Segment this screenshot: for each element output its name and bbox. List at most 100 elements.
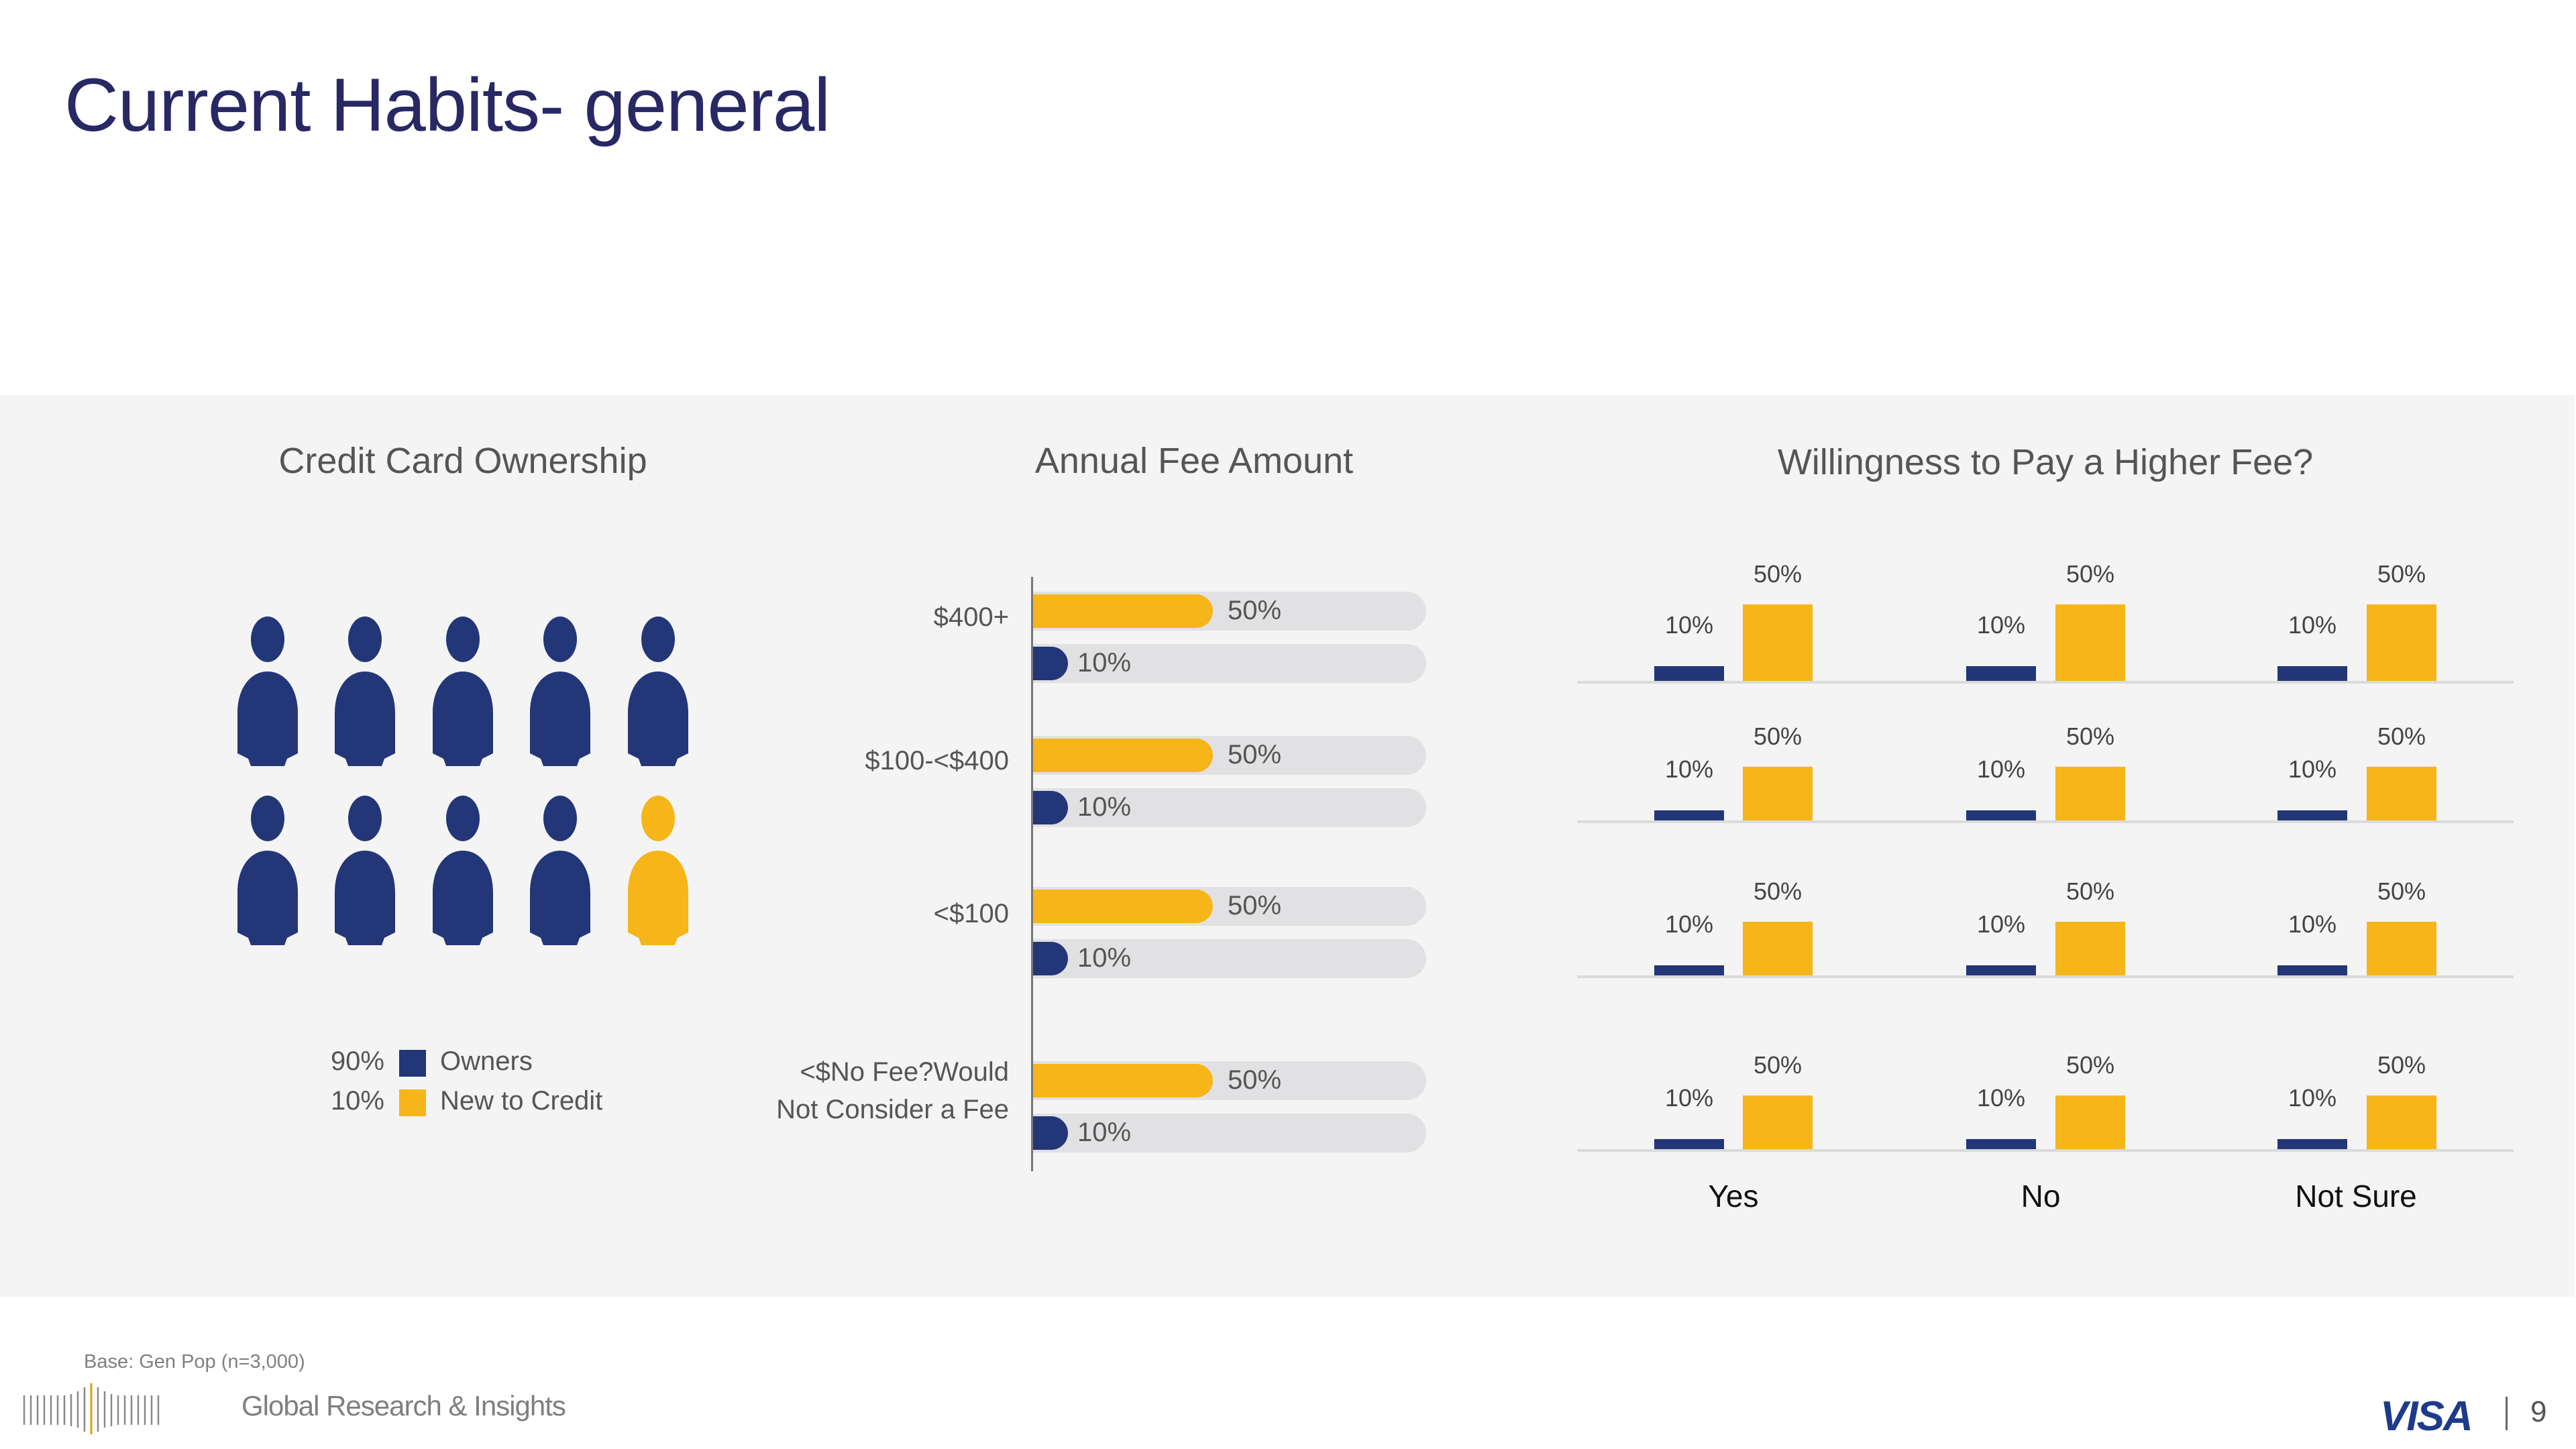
footer-divider	[2506, 1397, 2508, 1430]
willingness-value-label: 50%	[1753, 560, 1803, 588]
willingness-value-label: 50%	[1753, 1051, 1803, 1079]
fee-bar-track	[1033, 644, 1426, 683]
legend-new-label: New to Credit	[440, 1086, 603, 1116]
willingness-value-label: 10%	[2288, 910, 2337, 938]
willingness-bar-owners	[1966, 965, 2036, 975]
willingness-bar-new-to-credit	[2367, 922, 2436, 975]
fee-bar-new-to-credit	[1033, 594, 1213, 628]
fee-bar-value-label: 50%	[1228, 891, 1282, 920]
willingness-bar-owners	[2277, 810, 2347, 820]
willingness-baseline	[1577, 820, 2514, 823]
willingness-value-label: 50%	[2377, 877, 2426, 905]
fee-category-label: $100-<$400	[865, 746, 1009, 775]
page-number: 9	[2530, 1395, 2547, 1428]
willingness-value-label: 50%	[2065, 877, 2115, 905]
fee-bar-owners	[1033, 791, 1068, 824]
fee-bar-owners	[1033, 647, 1068, 680]
fee-bar-value-label: 50%	[1228, 596, 1282, 625]
fee-bar-owners	[1033, 1116, 1068, 1150]
person-icon-owner	[237, 796, 298, 945]
fee-category-label-line: <$No Fee?Would	[800, 1057, 1009, 1087]
willingness-value-label: 50%	[2377, 560, 2426, 588]
willingness-baseline	[1577, 1149, 2514, 1152]
person-icon-owner	[433, 796, 493, 945]
willingness-value-label: 50%	[2065, 1051, 2115, 1079]
willingness-bar-new-to-credit	[1743, 1095, 1813, 1149]
willingness-baseline	[1577, 975, 2514, 978]
willingness-bar-owners	[1966, 810, 2036, 820]
willingness-bar-owners	[1654, 965, 1724, 975]
fee-bar-track	[1033, 1114, 1426, 1152]
willingness-category-label: No	[2021, 1179, 2061, 1214]
willingness-title: Willingness to Pay a Higher Fee?	[1777, 442, 2314, 482]
willingness-value-label: 10%	[1976, 755, 2026, 783]
annual-fee-title: Annual Fee Amount	[1034, 441, 1354, 481]
fee-bar-value-label: 10%	[1077, 1118, 1132, 1147]
willingness-value-label: 50%	[2065, 560, 2115, 588]
fee-bar-new-to-credit	[1033, 1064, 1213, 1097]
willingness-bar-new-to-credit	[2055, 1095, 2125, 1149]
legend-owners-swatch	[399, 1050, 426, 1077]
willingness-value-label: 10%	[2288, 611, 2337, 639]
willingness-bar-owners	[1966, 666, 2036, 681]
fee-category-label: $400+	[933, 602, 1009, 632]
fee-category-label: <$No Fee?Would Not Consider a Fee	[674, 1053, 1009, 1128]
fee-bar-value-label: 50%	[1228, 740, 1282, 769]
willingness-bar-owners	[2277, 1139, 2347, 1149]
willingness-value-label: 10%	[2288, 755, 2337, 783]
fee-bar-value-label: 10%	[1077, 943, 1132, 973]
willingness-value-label: 10%	[1976, 910, 2026, 938]
person-icon-owner	[433, 616, 493, 766]
willingness-value-label: 10%	[1976, 1084, 2026, 1112]
fee-bar-value-label: 50%	[1228, 1065, 1282, 1095]
willingness-category-label: Not Sure	[2295, 1179, 2417, 1214]
willingness-value-label: 50%	[2377, 722, 2426, 750]
willingness-bar-owners	[1966, 1139, 2036, 1149]
willingness-value-label: 50%	[1753, 722, 1803, 750]
person-icon-new-to-credit	[628, 796, 688, 945]
footer-brand-text: Global Research & Insights	[241, 1390, 566, 1421]
ownership-title: Credit Card Ownership	[278, 441, 647, 481]
willingness-value-label: 10%	[1664, 611, 1714, 639]
willingness-bar-owners	[2277, 965, 2347, 975]
legend-new-swatch	[399, 1089, 426, 1116]
willingness-value-label: 10%	[2288, 1084, 2337, 1112]
willingness-baseline	[1577, 681, 2514, 684]
person-icon-owner	[530, 796, 590, 945]
gri-logo-bars-icon	[23, 1383, 160, 1434]
willingness-value-label: 10%	[1976, 611, 2026, 639]
willingness-value-label: 10%	[1664, 1084, 1714, 1112]
willingness-bar-new-to-credit	[1743, 922, 1813, 975]
person-icon-owner	[628, 616, 688, 766]
willingness-value-label: 50%	[2065, 722, 2115, 750]
fee-bar-new-to-credit	[1033, 890, 1213, 923]
fee-bar-track	[1033, 939, 1426, 978]
legend-owners-pct: 90%	[330, 1046, 384, 1076]
fee-bar-track	[1033, 788, 1426, 827]
fee-bar-value-label: 10%	[1077, 792, 1132, 822]
person-icon-owner	[335, 796, 395, 945]
visa-logo: VISA	[2380, 1393, 2473, 1440]
willingness-value-label: 50%	[2377, 1051, 2426, 1079]
willingness-bar-new-to-credit	[2055, 922, 2125, 975]
annual-fee-axis	[1031, 577, 1033, 1171]
fee-bar-new-to-credit	[1033, 739, 1213, 772]
willingness-bar-owners	[1654, 666, 1724, 681]
willingness-bar-owners	[1654, 810, 1724, 820]
willingness-bar-new-to-credit	[1743, 767, 1813, 820]
legend-new-pct: 10%	[330, 1086, 384, 1116]
fee-category-label-line: Not Consider a Fee	[776, 1095, 1009, 1124]
willingness-bar-new-to-credit	[2055, 767, 2125, 820]
page-title: Current Habits- general	[64, 63, 830, 147]
fee-bar-owners	[1033, 942, 1068, 975]
willingness-value-label: 50%	[1753, 877, 1803, 905]
fee-bar-value-label: 10%	[1077, 648, 1132, 678]
base-note: Base: Gen Pop (n=3,000)	[84, 1351, 305, 1373]
willingness-category-label: Yes	[1708, 1179, 1759, 1214]
willingness-value-label: 10%	[1664, 910, 1714, 938]
willingness-bar-new-to-credit	[2367, 1095, 2436, 1149]
person-icon-owner	[237, 616, 298, 766]
fee-category-label: <$100	[933, 899, 1009, 928]
person-icon-owner	[335, 616, 395, 766]
willingness-bar-new-to-credit	[2367, 767, 2436, 820]
